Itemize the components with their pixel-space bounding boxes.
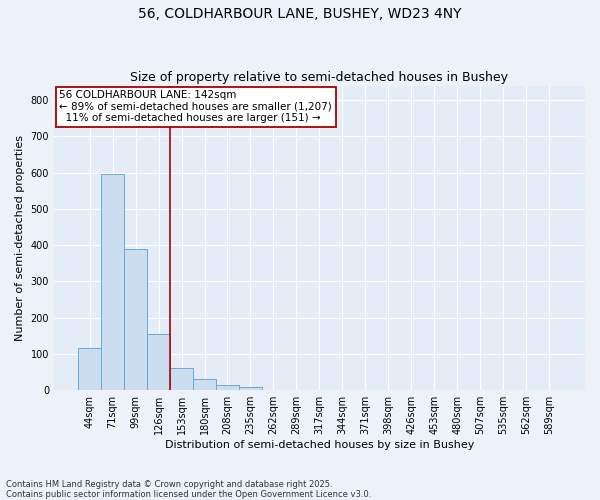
Text: 56 COLDHARBOUR LANE: 142sqm
← 89% of semi-detached houses are smaller (1,207)
  : 56 COLDHARBOUR LANE: 142sqm ← 89% of sem… — [59, 90, 332, 124]
Bar — [239, 387, 262, 390]
Bar — [124, 249, 147, 390]
Bar — [101, 174, 124, 390]
Bar — [170, 368, 193, 390]
Bar — [78, 348, 101, 390]
Bar — [147, 334, 170, 390]
Text: Contains HM Land Registry data © Crown copyright and database right 2025.
Contai: Contains HM Land Registry data © Crown c… — [6, 480, 371, 499]
Bar — [216, 385, 239, 390]
Bar — [193, 380, 216, 390]
Title: Size of property relative to semi-detached houses in Bushey: Size of property relative to semi-detach… — [130, 72, 508, 85]
Text: 56, COLDHARBOUR LANE, BUSHEY, WD23 4NY: 56, COLDHARBOUR LANE, BUSHEY, WD23 4NY — [138, 8, 462, 22]
Y-axis label: Number of semi-detached properties: Number of semi-detached properties — [15, 135, 25, 341]
X-axis label: Distribution of semi-detached houses by size in Bushey: Distribution of semi-detached houses by … — [165, 440, 474, 450]
